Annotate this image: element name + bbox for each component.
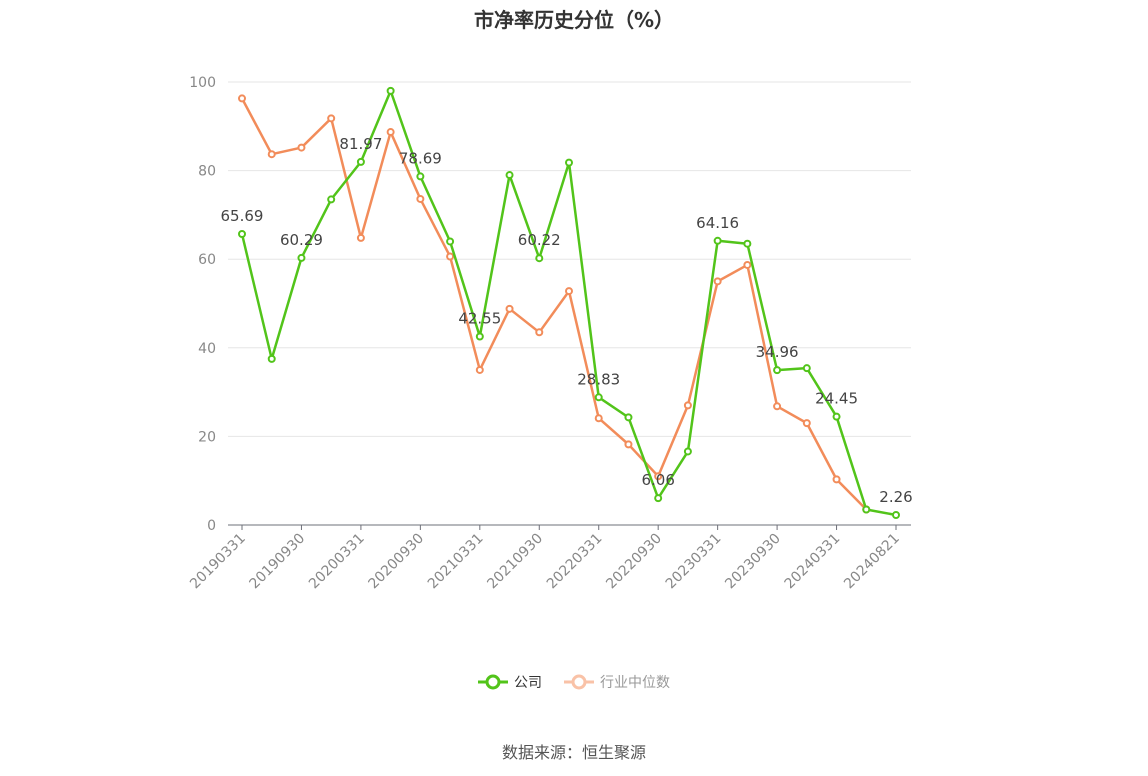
data-point-company: [386, 86, 395, 95]
data-point-industry-median: [238, 94, 246, 103]
data-label: 60.22: [518, 231, 561, 249]
y-tick-label: 0: [207, 518, 216, 534]
data-point-industry-median: [416, 194, 425, 203]
data-point-industry-median: [594, 414, 603, 423]
y-tick-label: 80: [198, 164, 216, 180]
data-point-industry-median: [327, 114, 336, 123]
legend-label-industry-median: 行业中位数: [600, 675, 670, 691]
y-tick-label: 100: [189, 75, 216, 91]
data-point-industry-median: [535, 328, 544, 337]
data-point-company: [713, 236, 722, 245]
data-label: 42.55: [458, 310, 501, 328]
x-tick-label: 20190331: [187, 531, 249, 593]
x-tick-label: 20230331: [663, 531, 725, 593]
x-tick-label: 20210331: [425, 531, 487, 593]
x-tick-label: 20200930: [365, 531, 427, 593]
data-label: 6.06: [641, 471, 674, 489]
x-tick-label: 20240331: [782, 531, 844, 593]
legend-item-company[interactable]: 公司: [478, 672, 542, 692]
legend-line-circle-icon: [478, 674, 508, 690]
data-point-company: [535, 254, 544, 263]
data-label: 34.96: [756, 343, 799, 361]
data-point-company: [565, 158, 573, 167]
y-tick-label: 60: [198, 252, 216, 268]
data-point-company: [683, 447, 692, 456]
data-point-company: [743, 239, 752, 248]
x-tick-label: 20240821: [841, 531, 903, 593]
data-point-industry-median: [505, 304, 514, 313]
data-point-industry-median: [356, 233, 365, 242]
data-point-company: [446, 237, 455, 246]
legend-item-industry-median[interactable]: 行业中位数: [564, 672, 670, 692]
data-point-industry-median: [713, 277, 722, 286]
y-tick-label: 40: [198, 341, 216, 357]
x-tick-label: 20230930: [722, 531, 784, 593]
data-label: 2.26: [879, 488, 912, 506]
data-point-industry-median: [475, 365, 484, 374]
data-point-industry-median: [654, 472, 663, 481]
data-label: 60.29: [280, 231, 323, 249]
data-point-company: [832, 412, 841, 421]
data-point-company: [356, 157, 365, 166]
data-point-industry-median: [565, 287, 573, 296]
data-point-industry-median: [446, 252, 455, 261]
series-line-industry-median: [240, 97, 868, 511]
data-point-company: [862, 505, 871, 514]
legend-label-company: 公司: [514, 675, 542, 691]
data-point-company: [238, 229, 246, 238]
data-label: 64.16: [696, 214, 739, 232]
data-point-company: [416, 172, 425, 181]
data-point-company: [475, 332, 484, 341]
data-point-company: [802, 364, 811, 373]
data-point-industry-median: [267, 150, 276, 159]
x-tick-label: 20190930: [247, 531, 309, 593]
data-point-industry-median: [683, 401, 692, 410]
data-point-industry-median: [832, 475, 841, 484]
legend: 公司 行业中位数: [0, 672, 1148, 692]
data-label: 78.69: [399, 149, 442, 167]
source-note: 数据来源：恒生聚源: [501, 743, 646, 762]
x-tick-label: 20220930: [603, 531, 665, 593]
x-tick-label: 20220331: [544, 531, 606, 593]
data-point-industry-median: [773, 402, 782, 411]
data-point-company: [594, 393, 603, 402]
data-point-industry-median: [297, 143, 306, 152]
chart-title: 市净率历史分位（%）: [473, 8, 675, 32]
data-label: 28.83: [577, 370, 620, 388]
data-point-industry-median: [624, 440, 633, 449]
y-tick-label: 20: [198, 429, 216, 445]
data-point-company: [267, 354, 276, 363]
data-point-industry-median: [802, 419, 811, 428]
x-tick-label: 20200331: [306, 531, 368, 593]
line-chart: 0 20 40 60 80 100 2019033120190930202003312020…: [187, 75, 913, 593]
data-label: 81.97: [339, 135, 382, 153]
data-label: 65.69: [221, 207, 264, 225]
data-label: 24.45: [815, 390, 858, 408]
data-point-company: [892, 510, 900, 519]
data-point-company: [773, 366, 782, 375]
data-point-company: [624, 413, 633, 422]
data-point-company: [297, 253, 306, 262]
x-tick-label: 20210930: [484, 531, 546, 593]
data-point-industry-median: [743, 260, 752, 269]
data-point-company: [654, 494, 663, 503]
data-point-industry-median: [386, 128, 395, 137]
data-point-company: [327, 195, 336, 204]
legend-line-circle-icon: [564, 674, 594, 690]
data-point-company: [505, 171, 514, 180]
